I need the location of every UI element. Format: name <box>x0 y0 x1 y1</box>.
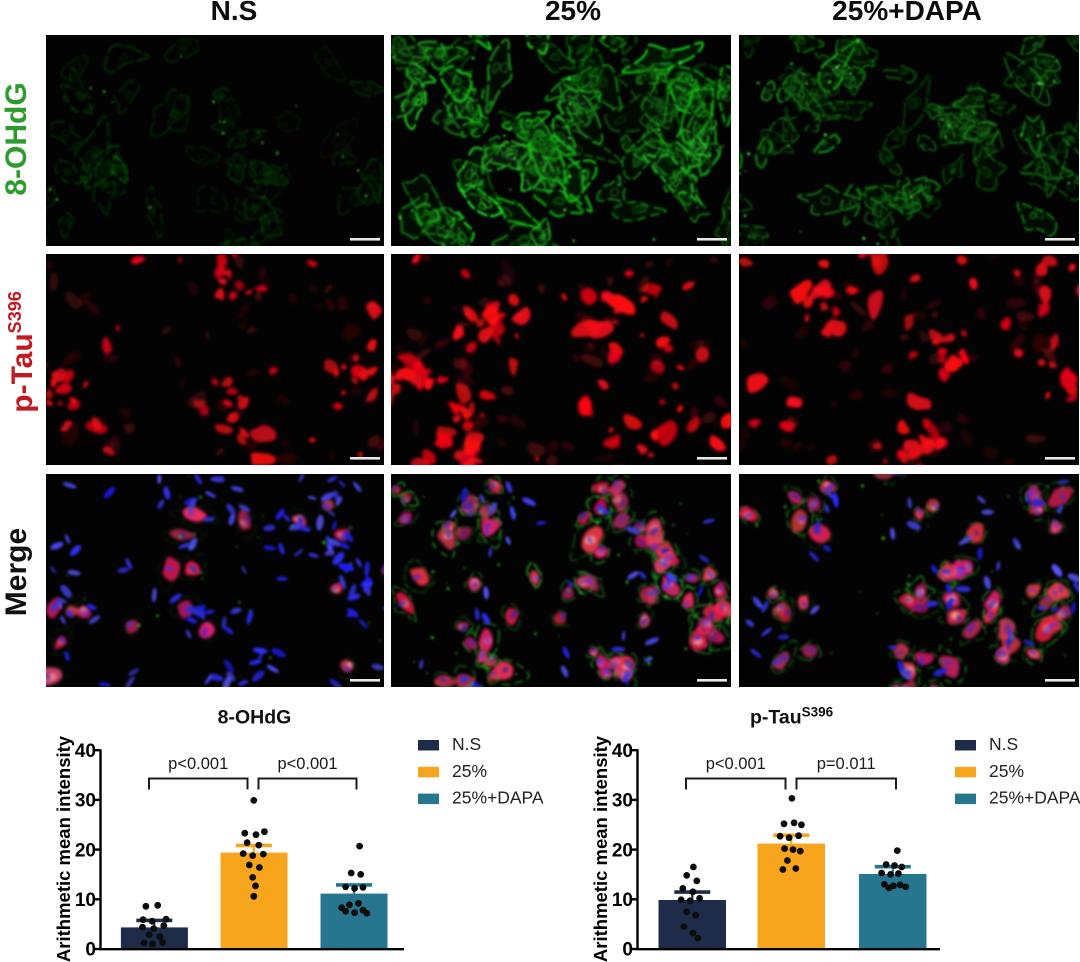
svg-text:25%+DAPA: 25%+DAPA <box>989 788 1080 808</box>
svg-text:25%: 25% <box>452 761 487 781</box>
svg-text:p<0.001: p<0.001 <box>168 755 228 773</box>
svg-text:0: 0 <box>85 940 96 961</box>
svg-text:0: 0 <box>622 940 633 961</box>
svg-text:10: 10 <box>612 890 633 911</box>
svg-text:8-OHdG: 8-OHdG <box>218 707 292 729</box>
svg-text:40: 40 <box>612 741 633 762</box>
svg-text:p<0.001: p<0.001 <box>706 755 766 773</box>
svg-text:10: 10 <box>75 890 96 911</box>
svg-text:30: 30 <box>612 791 633 812</box>
svg-text:Arithmetic mean intensity: Arithmetic mean intensity <box>590 735 611 962</box>
svg-text:p-TauS396: p-TauS396 <box>750 705 834 729</box>
svg-text:Arithmetic mean intensity: Arithmetic mean intensity <box>53 735 74 962</box>
svg-text:25%: 25% <box>989 761 1024 781</box>
svg-text:20: 20 <box>612 840 633 861</box>
svg-text:p<0.001: p<0.001 <box>277 755 337 773</box>
svg-text:N.S: N.S <box>989 734 1018 754</box>
svg-text:25%+DAPA: 25%+DAPA <box>452 788 544 808</box>
svg-text:20: 20 <box>75 840 96 861</box>
svg-text:40: 40 <box>75 741 96 762</box>
svg-text:N.S: N.S <box>452 734 481 754</box>
svg-text:p=0.011: p=0.011 <box>817 755 876 773</box>
svg-text:30: 30 <box>75 791 96 812</box>
